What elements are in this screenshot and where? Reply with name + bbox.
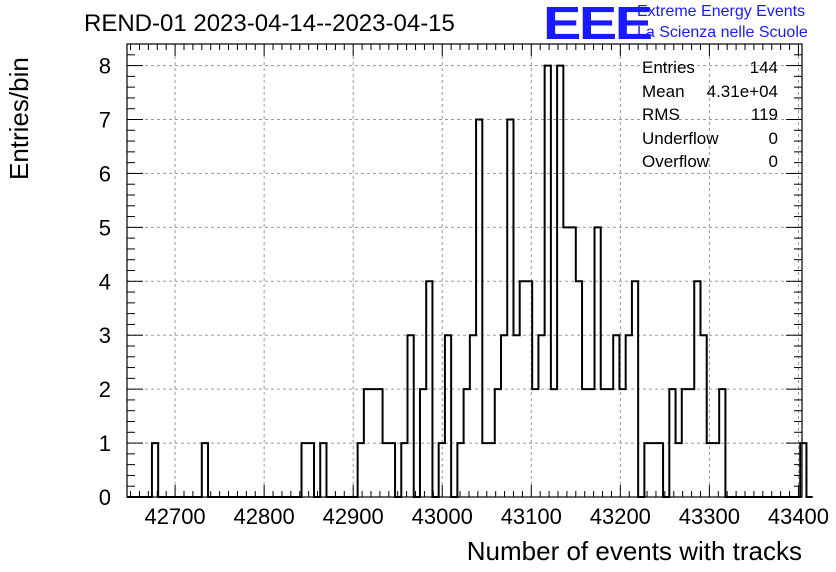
y-tick-label: 6 bbox=[99, 161, 111, 186]
y-tick-label: 8 bbox=[99, 54, 111, 79]
tick-labels: 42700 42800 42900 43000 43100 43200 43300 43400… bbox=[99, 54, 829, 529]
y-tick-label: 2 bbox=[99, 377, 111, 402]
y-axis-label: Entries/bin bbox=[4, 57, 34, 180]
y-tick-label: 5 bbox=[99, 215, 111, 240]
y-tick-label: 1 bbox=[99, 431, 111, 456]
stats-mean-value: 4.31e+04 bbox=[706, 81, 778, 101]
stats-overflow-label: Overflow bbox=[642, 152, 710, 171]
x-axis-label: Number of events with tracks bbox=[466, 536, 802, 566]
x-tick-label: 42900 bbox=[323, 504, 384, 529]
stats-underflow-label: Underflow bbox=[642, 128, 719, 148]
logo-line-2: La Scienza nelle Scuole bbox=[637, 24, 808, 41]
x-tick-label: 42800 bbox=[234, 504, 295, 529]
histogram-bars bbox=[127, 64, 813, 498]
stats-rms-label: RMS bbox=[642, 105, 680, 124]
stats-mean-label: Mean bbox=[642, 81, 685, 101]
stats-row-underflow: Underflow 0 bbox=[640, 129, 780, 153]
stats-row-mean: Mean 4.31e+04 bbox=[640, 82, 780, 106]
stats-row-rms: RMS 119 bbox=[640, 105, 780, 129]
stats-entries-value: 144 bbox=[749, 58, 778, 77]
stats-overflow-value: 0 bbox=[768, 152, 778, 171]
logo-line-1: Extreme Energy Events bbox=[637, 3, 806, 20]
stats-rms-value: 119 bbox=[750, 105, 778, 124]
axis-ticks bbox=[127, 43, 802, 498]
stats-row-entries: Entries 144 bbox=[640, 58, 780, 82]
x-tick-label: 43200 bbox=[590, 504, 651, 529]
stats-underflow-value: 0 bbox=[768, 128, 778, 148]
x-tick-label: 43100 bbox=[501, 504, 562, 529]
stats-box: Entries 144 Mean 4.31e+04 RMS 119 Underf… bbox=[640, 58, 780, 176]
x-tick-label: 42700 bbox=[144, 504, 205, 529]
x-tick-label: 43000 bbox=[412, 504, 473, 529]
chart-title: REND-01 2023-04-14--2023-04-15 bbox=[84, 10, 455, 37]
x-tick-label: 43400 bbox=[768, 504, 829, 529]
stats-entries-label: Entries bbox=[642, 58, 695, 77]
stats-row-overflow: Overflow 0 bbox=[640, 152, 780, 176]
histogram-outline bbox=[127, 64, 813, 498]
y-tick-label: 0 bbox=[99, 485, 111, 510]
y-tick-label: 4 bbox=[99, 269, 111, 294]
eee-logo: EEE bbox=[543, 0, 653, 49]
y-tick-label: 3 bbox=[99, 323, 111, 348]
y-tick-label: 7 bbox=[99, 108, 111, 133]
x-tick-label: 43300 bbox=[679, 504, 740, 529]
